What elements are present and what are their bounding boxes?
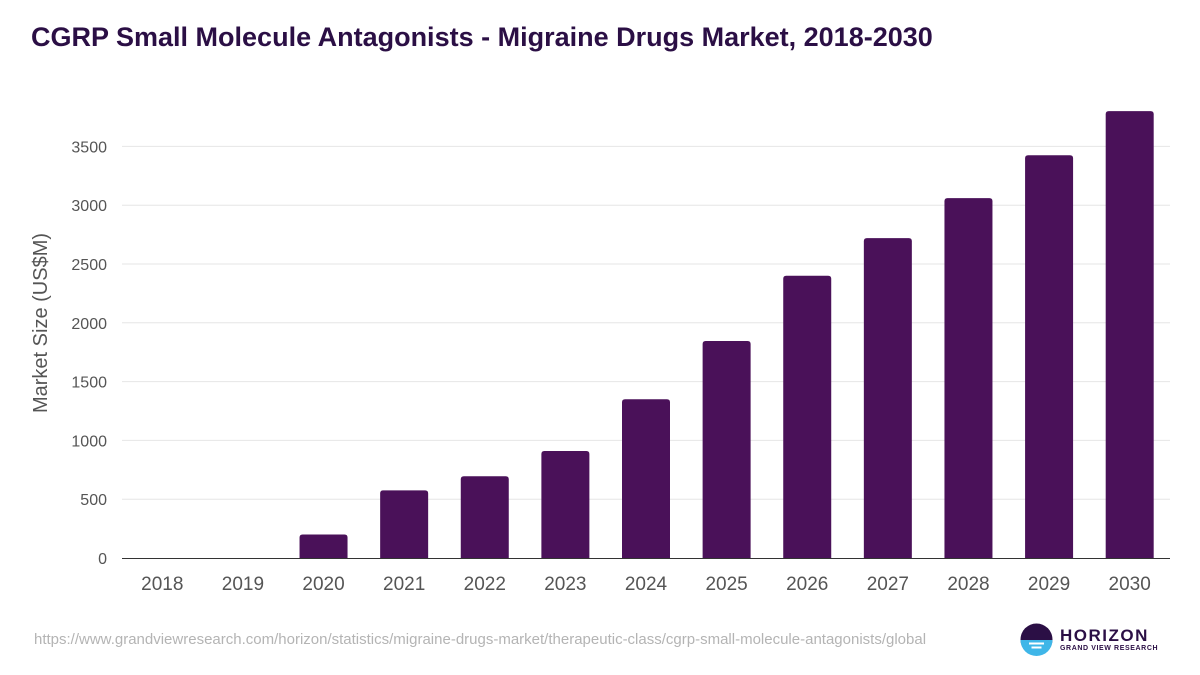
logo-subtitle: GRAND VIEW RESEARCH [1060, 645, 1159, 652]
horizon-logo[interactable]: HORIZON GRAND VIEW RESEARCH [1018, 620, 1158, 660]
y-tick-label: 3000 [71, 198, 107, 215]
x-tick-label: 2030 [1109, 574, 1151, 595]
x-tick-label: 2018 [141, 574, 183, 595]
x-tick-label: 2025 [705, 574, 747, 595]
y-axis-label: Market Size (US$M) [30, 233, 52, 413]
x-tick-label: 2027 [867, 574, 909, 595]
y-tick-label: 3500 [71, 139, 107, 156]
y-tick-label: 1500 [71, 375, 107, 392]
horizon-logo-icon [1020, 623, 1053, 656]
x-tick-label: 2020 [302, 574, 344, 595]
x-tick-label: 2028 [947, 574, 989, 595]
x-tick-label: 2029 [1028, 574, 1070, 595]
bar-chart: 0 500 1000 1500 2000 2500 3000 3500 2018 2019 2020… [30, 111, 1170, 595]
bar [541, 450, 590, 558]
source-url[interactable]: https://www.grandviewresearch.com/horizo… [34, 631, 927, 648]
x-tick-label: 2023 [544, 574, 586, 595]
y-tick-label: 500 [80, 492, 107, 509]
bar [1025, 155, 1074, 558]
x-tick-label: 2022 [464, 574, 506, 595]
bar [702, 341, 751, 558]
logo-wordmark: HORIZON [1060, 626, 1149, 645]
x-tick-label: 2026 [786, 574, 828, 595]
y-tick-label: 2500 [71, 257, 107, 274]
y-tick-label: 0 [98, 551, 107, 568]
bar [1105, 111, 1154, 559]
bar [622, 399, 670, 558]
y-tick-label: 2000 [71, 316, 107, 333]
bar [783, 275, 832, 558]
bar [380, 490, 429, 558]
x-tick-label: 2021 [383, 574, 425, 595]
bar [460, 476, 509, 558]
bar [944, 198, 993, 559]
y-tick-label: 1000 [71, 433, 107, 450]
x-tick-label: 2024 [625, 574, 668, 595]
x-tick-label: 2019 [222, 574, 264, 595]
chart-title: CGRP Small Molecule Antagonists - Migrai… [31, 22, 933, 52]
bar [863, 238, 912, 559]
bar [299, 534, 348, 558]
